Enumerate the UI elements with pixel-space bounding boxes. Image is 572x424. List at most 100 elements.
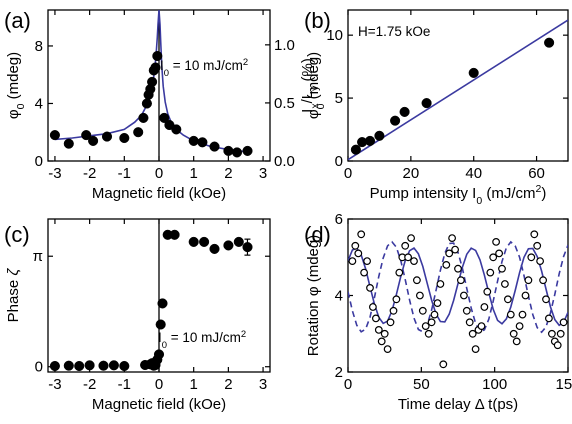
- y-tick-label: 6: [335, 211, 343, 228]
- fit-curve-dashed: [348, 240, 568, 334]
- data-point-open: [512, 337, 521, 346]
- data-point-open: [454, 264, 462, 273]
- x-tick-label: 50: [413, 376, 430, 393]
- x-tick-label: -3: [48, 376, 61, 393]
- panel-c: (c) -3 -2 -1 0 1 2 3 0 π Magnetic field (kOe) Phase…: [4, 218, 271, 413]
- y-axis-title: Rotation φ (mdeg): [305, 235, 322, 356]
- data-point-open: [530, 230, 539, 239]
- x-tick-label: 2: [224, 165, 232, 182]
- data-point-open: [445, 249, 454, 258]
- data-point-open: [486, 268, 495, 277]
- y-tick-label: 0: [35, 153, 43, 170]
- panel-label: (b): [304, 8, 331, 33]
- data-point-open: [460, 291, 468, 300]
- data-point-open: [424, 329, 433, 338]
- data-point-open: [521, 291, 530, 300]
- data-point: [98, 360, 109, 371]
- data-point-open: [360, 268, 369, 277]
- data-point-open: [366, 284, 374, 292]
- data-point-open: [354, 249, 363, 258]
- data-point-open: [404, 253, 413, 262]
- data-point: [231, 147, 243, 158]
- data-point: [209, 141, 220, 152]
- x-tick-label: -3: [48, 165, 61, 182]
- data-point-open: [498, 264, 506, 273]
- data-point-open: [395, 268, 404, 277]
- data-point-open: [369, 303, 377, 311]
- x-tick-label: -2: [83, 165, 96, 182]
- data-point-open: [348, 257, 357, 266]
- data-point: [141, 98, 152, 109]
- data-point: [152, 50, 163, 62]
- data-point-open: [515, 322, 524, 331]
- y-tick-label: 0: [335, 153, 343, 170]
- x-tick-label: 0: [155, 165, 163, 182]
- data-point-open: [413, 276, 421, 285]
- y-axis-title: φ0 (mdeg): [5, 52, 27, 119]
- y-tick-label: 4: [35, 95, 43, 112]
- data-point-open: [427, 318, 436, 327]
- panel-d: (d) 0 50 100 150 2 4 6 Time delay Δ t(ps) Rotatio…: [304, 211, 572, 413]
- data-point: [421, 98, 432, 109]
- x-tick-label: 1: [190, 165, 198, 182]
- data-point-open: [436, 280, 445, 288]
- plot-frame: [347, 218, 569, 373]
- y-right-tick-label: 0.0: [274, 153, 295, 170]
- data-point-open: [480, 303, 489, 311]
- data-point-open: [407, 234, 416, 243]
- data-point-open: [504, 295, 512, 304]
- y-tick-label: 10: [326, 27, 343, 44]
- data-point-open: [439, 360, 448, 369]
- data-point-open: [462, 306, 471, 315]
- y-tick-label: 8: [35, 38, 43, 55]
- y-right-tick-label: 1.0: [274, 37, 295, 54]
- x-axis-title: Time delay Δ t(ps): [398, 396, 518, 413]
- data-point: [350, 144, 361, 155]
- data-point-open: [518, 310, 527, 319]
- data-point-open: [545, 314, 553, 323]
- data-point: [390, 115, 401, 126]
- data-point-open: [468, 329, 477, 338]
- data-point-open: [506, 310, 515, 319]
- y-axis-title: φ0 (mdeg): [305, 52, 327, 119]
- data-point-open: [448, 234, 457, 243]
- data-point: [364, 135, 376, 146]
- data-point-open: [492, 237, 501, 246]
- data-point-open: [527, 253, 536, 262]
- data-point: [119, 132, 130, 144]
- data-point: [101, 131, 113, 142]
- data-point-open: [548, 329, 556, 338]
- data-point: [119, 360, 130, 372]
- x-axis-title: Pump intensity I0 (mJ/cm2): [370, 183, 547, 207]
- data-point-open: [433, 299, 442, 308]
- data-point: [147, 76, 158, 87]
- data-point: [544, 37, 555, 48]
- data-point: [88, 135, 99, 146]
- data-point: [74, 360, 85, 372]
- x-tick-label: 3: [259, 165, 267, 182]
- data-point-open: [524, 276, 533, 285]
- x-tick-label: 20: [403, 165, 420, 182]
- data-point-open: [495, 249, 504, 258]
- data-point: [223, 240, 234, 251]
- data-point-open: [465, 318, 474, 327]
- data-point-open: [401, 241, 410, 250]
- data-point: [155, 319, 166, 330]
- data-point: [242, 145, 253, 156]
- data-point: [63, 138, 74, 149]
- data-point-open: [533, 241, 542, 250]
- x-tick-label: 40: [465, 165, 482, 182]
- fit-curve: [348, 247, 568, 327]
- data-point-open: [410, 257, 418, 266]
- data-point-open: [542, 295, 550, 304]
- data-point: [374, 130, 385, 141]
- data-point-open: [374, 326, 383, 334]
- data-point: [108, 360, 119, 371]
- data-point-open: [380, 329, 389, 338]
- y-tick-label: 5: [335, 90, 343, 107]
- data-point: [84, 360, 95, 371]
- y-right-tick-label: 0.5: [274, 95, 295, 112]
- data-point: [399, 106, 410, 117]
- data-point-open: [553, 341, 562, 350]
